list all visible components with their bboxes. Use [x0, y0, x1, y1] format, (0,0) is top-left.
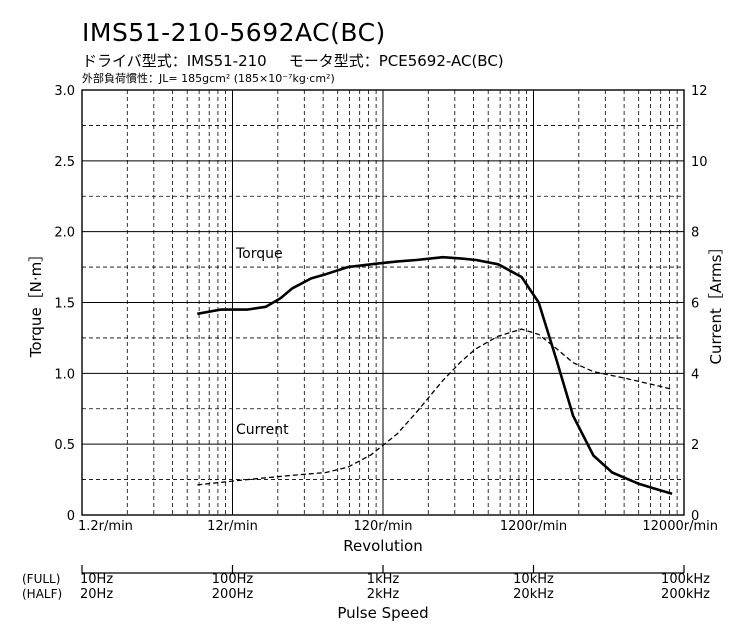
left-tick-label: 3.0 [54, 84, 75, 99]
left-axis-ticks: 0 0.5 1.0 1.5 2.0 2.5 3.0 [54, 84, 75, 524]
right-tick-label: 8 [691, 226, 699, 241]
pulse-axis-title: Pulse Speed [337, 604, 428, 622]
right-tick-label: 2 [691, 438, 699, 453]
right-tick-label: 12 [691, 84, 708, 99]
right-axis-title: Current［Arms］ [707, 240, 725, 365]
x-tick-label: 12000r/min [642, 519, 718, 534]
pulse-full-tick-label: 1kHz [367, 572, 400, 587]
left-tick-label: 1.5 [54, 297, 75, 312]
pulse-full-tick-label: 100Hz [212, 572, 254, 587]
pulse-full-tick-label: 10Hz [80, 572, 113, 587]
x-tick-label: 120r/min [353, 519, 412, 534]
left-tick-label: 2.5 [54, 155, 75, 170]
x-tick-label: 1.2r/min [78, 519, 133, 534]
x-axis-title: Revolution [343, 537, 422, 555]
x-tick-label: 1200r/min [500, 519, 567, 534]
pulse-half-tick-label: 200kHz [661, 587, 710, 602]
pulse-half-label: (HALF) [22, 587, 62, 601]
pulse-full-tick-label: 10kHz [513, 572, 554, 587]
pulse-half-tick-label: 200Hz [212, 587, 254, 602]
right-axis-ticks: 0 2 4 6 8 10 12 [691, 84, 708, 524]
current-series-label: Current [236, 422, 289, 438]
motor-model: モータ型式：PCE5692-AC(BC) [288, 52, 504, 70]
pulse-full-label: (FULL) [22, 572, 60, 586]
pulse-half-tick-label: 2kHz [367, 587, 400, 602]
torque-series-label: Torque [235, 246, 283, 262]
current-series-line [197, 328, 673, 486]
left-axis-title: Torque［N·m］ [27, 247, 45, 359]
left-tick-label: 0 [67, 509, 75, 524]
right-tick-label: 10 [691, 155, 708, 170]
left-tick-label: 2.0 [54, 226, 75, 241]
right-tick-label: 6 [691, 297, 699, 312]
plot-frame [81, 89, 685, 516]
x-tick-label: 12r/min [207, 519, 258, 534]
pulse-half-tick-label: 20kHz [513, 587, 554, 602]
right-tick-label: 4 [691, 367, 699, 382]
right-tick-label: 0 [691, 509, 699, 524]
left-tick-label: 0.5 [54, 438, 75, 453]
left-tick-label: 1.0 [54, 367, 75, 382]
x-axis-ticks: 1.2r/min 12r/min 120r/min 1200r/min 12000r/m… [78, 519, 718, 534]
pulse-full-tick-label: 100kHz [661, 572, 710, 587]
chart-subtitle: ドライバ型式：IMS51-210 モータ型式：PCE5692-AC(BC) [82, 50, 504, 71]
load-inertia-note: 外部負荷慣性：JL= 185gcm² (185×10⁻⁷kg·cm²) [82, 72, 335, 85]
chart-title: IMS51-210-5692AC(BC) [82, 18, 386, 47]
pulse-half-tick-label: 20Hz [80, 587, 113, 602]
torque-series-line [197, 255, 673, 496]
driver-model: ドライバ型式：IMS51-210 [82, 52, 267, 70]
